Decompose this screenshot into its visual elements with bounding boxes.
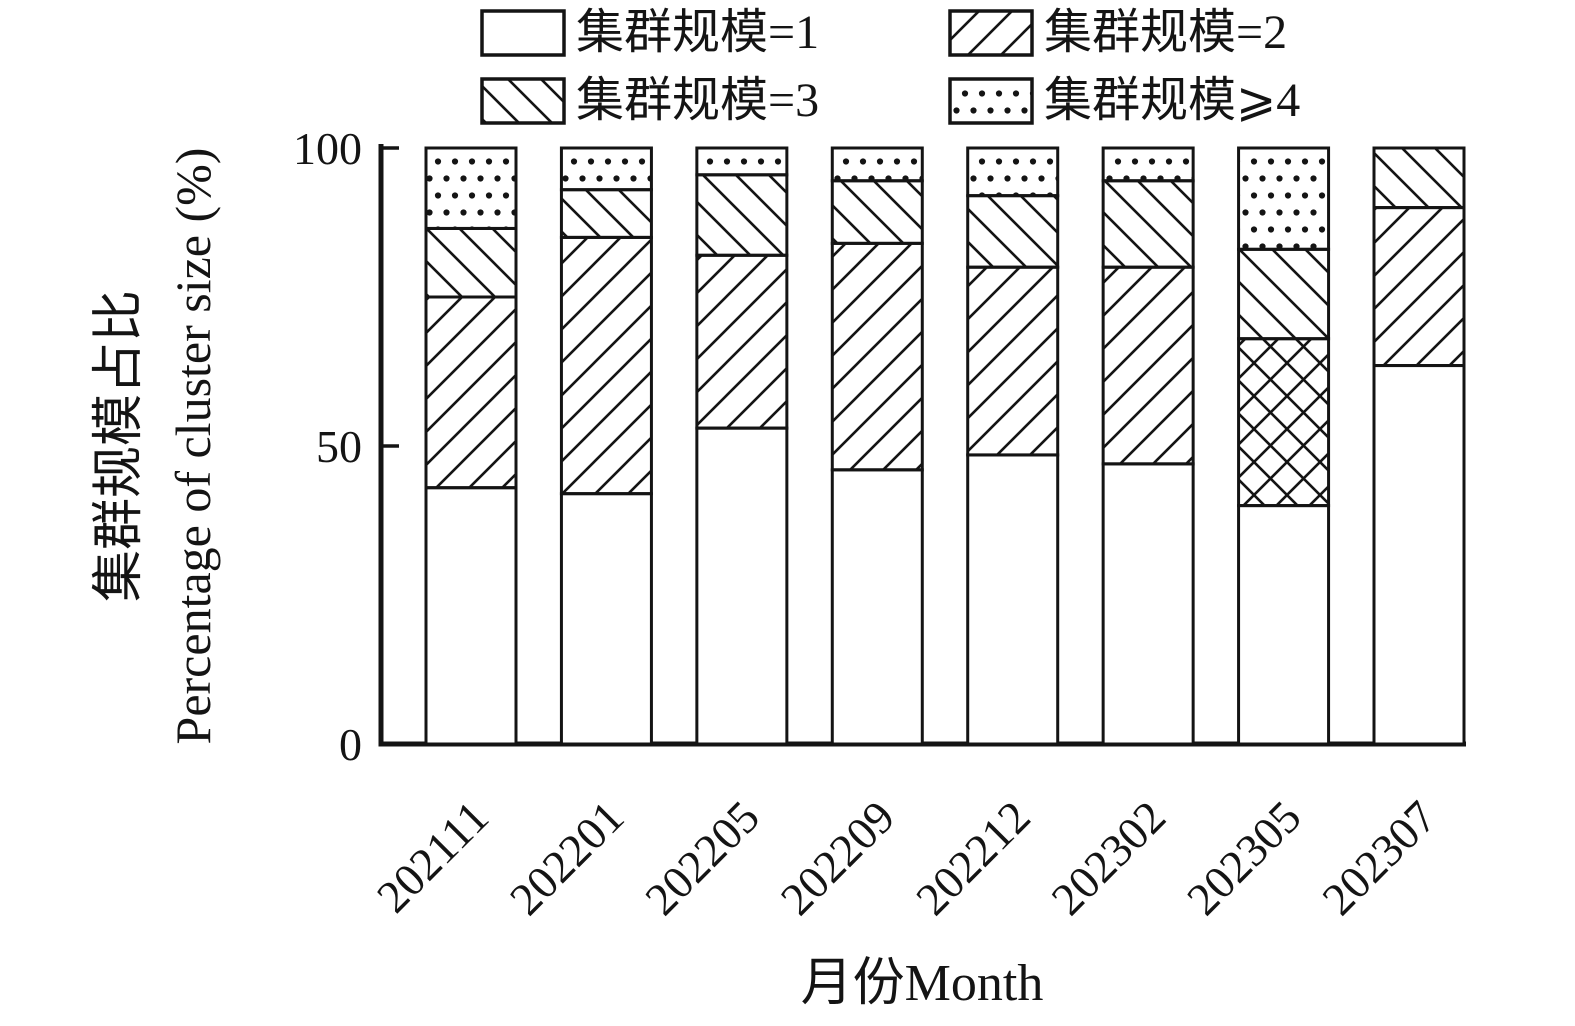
legend-swatch-cluster-2 (948, 9, 1034, 57)
bar-segment-202205-集群规模=2 (695, 253, 789, 430)
legend: 集群规模=1 集群规模=2 集群规模=3 集群规模⩾4 (480, 6, 1300, 127)
x-tick-label-202307: 202307 (1312, 791, 1446, 925)
legend-swatch-cluster-3 (480, 77, 566, 125)
bar-segment-202212-集群规模⩾4 (966, 146, 1060, 198)
x-tick-labels: 202111 202201 202205 202209 202212 202302 2023… (367, 791, 1446, 925)
y-tick-label-100: 100 (293, 123, 362, 174)
legend-label-cluster-1: 集群规模=1 (576, 6, 819, 59)
bar-segment-202212-集群规模=2 (966, 265, 1060, 457)
bar-segment-202201-集群规模=2 (559, 235, 653, 496)
bar-segment-202111-集群规模=2 (424, 295, 518, 490)
bar-segment-202205-集群规模⩾4 (695, 146, 789, 177)
bar-segment-202201-集群规模⩾4 (559, 146, 653, 192)
bar-segment-202111-集群规模=1 (424, 486, 518, 746)
bar-segment-202305-集群规模=3 (1237, 247, 1331, 341)
bar-segment-202205-集群规模=1 (695, 426, 789, 746)
x-tick-label-202209: 202209 (771, 791, 905, 925)
y-tick-label-0: 0 (339, 719, 362, 770)
bars (424, 146, 1466, 746)
bar-segment-202307-集群规模=3 (1372, 146, 1466, 210)
x-tick-label-202212: 202212 (906, 791, 1040, 925)
bar-segment-202307-集群规模=1 (1372, 364, 1466, 746)
bar-segment-202111-集群规模⩾4 (424, 146, 518, 230)
bar-segment-202307-集群规模=2 (1372, 206, 1466, 368)
bar-segment-202209-集群规模=3 (830, 179, 924, 245)
x-axis: 202111 202201 202205 202209 202212 202302 2023… (367, 728, 1466, 1012)
y-axis: 100 50 0 集群规模占比 Percentage of cluster si… (91, 123, 399, 770)
bar-segment-202305-集群规模⩾4 (1237, 146, 1331, 251)
y-axis-title-chinese: 集群规模占比 (91, 290, 148, 602)
bar-segment-202302-集群规模=2 (1101, 265, 1195, 466)
x-tick-label-202305: 202305 (1177, 791, 1311, 925)
bar-segment-202302-集群规模=1 (1101, 462, 1195, 746)
y-tick-label-50: 50 (316, 421, 362, 472)
x-tick-label-202205: 202205 (635, 791, 769, 925)
bar-segment-202209-集群规模⩾4 (830, 146, 924, 183)
y-axis-title-english: Percentage of cluster size (%) (165, 148, 221, 745)
bar-segment-202205-集群规模=3 (695, 173, 789, 257)
bar-segment-202305-集群规模=2 (1237, 337, 1331, 508)
bar-segment-202305-集群规模=1 (1237, 504, 1331, 746)
legend-label-cluster-ge4: 集群规模⩾4 (1044, 74, 1300, 127)
bar-segment-202111-集群规模=3 (424, 226, 518, 299)
legend-swatch-cluster-1 (480, 9, 566, 57)
legend-swatch-cluster-ge4 (948, 77, 1034, 125)
legend-label-cluster-3: 集群规模=3 (576, 74, 819, 127)
bar-segment-202212-集群规模=3 (966, 194, 1060, 269)
x-tick-label-202201: 202201 (500, 791, 634, 925)
legend-label-cluster-2: 集群规模=2 (1044, 6, 1287, 59)
bar-segment-202201-集群规模=1 (559, 492, 653, 746)
bar-segment-202201-集群规模=3 (559, 188, 653, 239)
bar-segment-202209-集群规模=2 (830, 241, 924, 472)
x-axis-title: 月份Month (801, 955, 1044, 1012)
bar-segment-202302-集群规模⩾4 (1101, 146, 1195, 183)
bar-segment-202302-集群规模=3 (1101, 179, 1195, 269)
bar-segment-202212-集群规模=1 (966, 453, 1060, 746)
bar-segment-202209-集群规模=1 (830, 468, 924, 746)
x-tick-label-202302: 202302 (1042, 791, 1176, 925)
x-tick-label-202111: 202111 (367, 791, 498, 922)
